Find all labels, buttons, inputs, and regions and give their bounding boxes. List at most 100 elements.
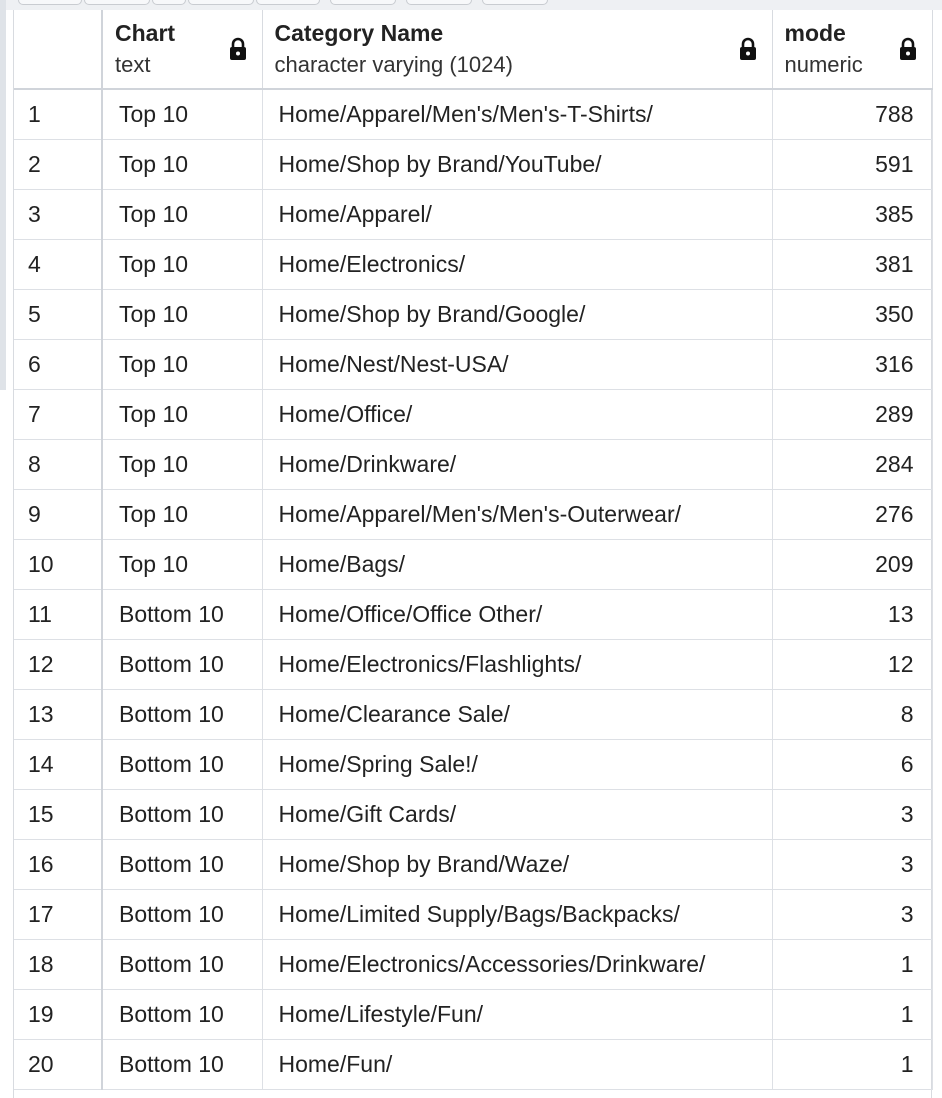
mode-cell[interactable]: 209 [772, 539, 933, 590]
category-name-cell[interactable]: Home/Office/Office Other/ [262, 589, 773, 640]
category-name-cell[interactable]: Home/Apparel/Men's/Men's-T-Shirts/ [262, 89, 773, 140]
mode-cell[interactable]: 284 [772, 439, 933, 490]
row-number-cell[interactable]: 12 [14, 639, 103, 690]
category-name-cell[interactable]: Home/Gift Cards/ [262, 789, 773, 840]
table-row[interactable]: 19 Bottom 10 Home/Lifestyle/Fun/1 [14, 989, 933, 1040]
mode-cell[interactable]: 385 [772, 189, 933, 240]
chart-cell[interactable]: Top 10 [102, 89, 263, 140]
chart-cell[interactable]: Bottom 10 [102, 839, 263, 890]
row-number-cell[interactable]: 10 [14, 539, 103, 590]
table-row[interactable]: 14 Bottom 10 Home/Spring Sale!/6 [14, 739, 933, 790]
chart-cell[interactable]: Top 10 [102, 339, 263, 390]
mode-cell[interactable]: 276 [772, 489, 933, 540]
chart-cell[interactable]: Bottom 10 [102, 989, 263, 1040]
category-name-cell[interactable]: Home/Nest/Nest-USA/ [262, 339, 773, 390]
row-number-cell[interactable]: 5 [14, 289, 103, 340]
chart-cell[interactable]: Bottom 10 [102, 789, 263, 840]
row-number-cell[interactable]: 17 [14, 889, 103, 940]
row-number-cell[interactable]: 2 [14, 139, 103, 190]
row-number-header[interactable] [14, 10, 103, 90]
category-name-cell[interactable]: Home/Apparel/ [262, 189, 773, 240]
chart-cell[interactable]: Top 10 [102, 139, 263, 190]
table-row[interactable]: 17 Bottom 10 Home/Limited Supply/Bags/Back… [14, 889, 933, 940]
toolbar-tab-5[interactable] [256, 0, 320, 5]
chart-cell[interactable]: Top 10 [102, 189, 263, 240]
mode-cell[interactable]: 3 [772, 839, 933, 890]
table-row[interactable]: 1 Top 10 Home/Apparel/Men's/Men's-T-Shirts… [14, 89, 933, 140]
row-number-cell[interactable]: 6 [14, 339, 103, 390]
row-number-cell[interactable]: 16 [14, 839, 103, 890]
table-row[interactable]: 20 Bottom 10 Home/Fun/1 [14, 1039, 933, 1090]
row-number-cell[interactable]: 3 [14, 189, 103, 240]
category-name-cell[interactable]: Home/Shop by Brand/YouTube/ [262, 139, 773, 190]
chart-cell[interactable]: Top 10 [102, 389, 263, 440]
category-name-cell[interactable]: Home/Apparel/Men's/Men's-Outerwear/ [262, 489, 773, 540]
table-row[interactable]: 15 Bottom 10 Home/Gift Cards/3 [14, 789, 933, 840]
category-name-cell[interactable]: Home/Electronics/Accessories/Drinkware/ [262, 939, 773, 990]
column-header-mode[interactable]: mode numeric [772, 10, 933, 90]
mode-cell[interactable]: 381 [772, 239, 933, 290]
mode-cell[interactable]: 350 [772, 289, 933, 340]
mode-cell[interactable]: 316 [772, 339, 933, 390]
column-header-category-name[interactable]: Category Name character varying (1024) [262, 10, 773, 90]
column-header-chart[interactable]: Chart text [102, 10, 263, 90]
chart-cell[interactable]: Top 10 [102, 289, 263, 340]
category-name-cell[interactable]: Home/Shop by Brand/Waze/ [262, 839, 773, 890]
category-name-cell[interactable]: Home/Electronics/Flashlights/ [262, 639, 773, 690]
table-row[interactable]: 18 Bottom 10 Home/Electronics/Accessories/… [14, 939, 933, 990]
row-number-cell[interactable]: 1 [14, 89, 103, 140]
category-name-cell[interactable]: Home/Electronics/ [262, 239, 773, 290]
chart-cell[interactable]: Bottom 10 [102, 739, 263, 790]
category-name-cell[interactable]: Home/Limited Supply/Bags/Backpacks/ [262, 889, 773, 940]
toolbar-tab-4[interactable] [188, 0, 254, 5]
chart-cell[interactable]: Bottom 10 [102, 1039, 263, 1090]
table-row[interactable]: 9 Top 10 Home/Apparel/Men's/Men's-Outerwea… [14, 489, 933, 540]
chart-cell[interactable]: Bottom 10 [102, 639, 263, 690]
toolbar-tab-7[interactable] [406, 0, 472, 5]
chart-cell[interactable]: Bottom 10 [102, 889, 263, 940]
toolbar-tab-6[interactable] [330, 0, 396, 5]
table-row[interactable]: 5 Top 10 Home/Shop by Brand/Google/350 [14, 289, 933, 340]
row-number-cell[interactable]: 18 [14, 939, 103, 990]
table-row[interactable]: 7 Top 10 Home/Office/289 [14, 389, 933, 440]
category-name-cell[interactable]: Home/Lifestyle/Fun/ [262, 989, 773, 1040]
row-number-cell[interactable]: 11 [14, 589, 103, 640]
mode-cell[interactable]: 1 [772, 1039, 933, 1090]
left-scroll-rail[interactable] [0, 0, 6, 390]
row-number-cell[interactable]: 4 [14, 239, 103, 290]
chart-cell[interactable]: Bottom 10 [102, 589, 263, 640]
category-name-cell[interactable]: Home/Shop by Brand/Google/ [262, 289, 773, 340]
category-name-cell[interactable]: Home/Drinkware/ [262, 439, 773, 490]
chart-cell[interactable]: Bottom 10 [102, 939, 263, 990]
mode-cell[interactable]: 3 [772, 889, 933, 940]
category-name-cell[interactable]: Home/Fun/ [262, 1039, 773, 1090]
chart-cell[interactable]: Top 10 [102, 439, 263, 490]
chart-cell[interactable]: Top 10 [102, 539, 263, 590]
category-name-cell[interactable]: Home/Office/ [262, 389, 773, 440]
mode-cell[interactable]: 1 [772, 989, 933, 1040]
row-number-cell[interactable]: 7 [14, 389, 103, 440]
table-row[interactable]: 8 Top 10 Home/Drinkware/284 [14, 439, 933, 490]
mode-cell[interactable]: 1 [772, 939, 933, 990]
chart-cell[interactable]: Bottom 10 [102, 689, 263, 740]
toolbar-tab-8[interactable] [482, 0, 548, 5]
mode-cell[interactable]: 788 [772, 89, 933, 140]
mode-cell[interactable]: 6 [772, 739, 933, 790]
row-number-cell[interactable]: 8 [14, 439, 103, 490]
mode-cell[interactable]: 12 [772, 639, 933, 690]
mode-cell[interactable]: 3 [772, 789, 933, 840]
row-number-cell[interactable]: 15 [14, 789, 103, 840]
toolbar-tab-3[interactable] [152, 0, 186, 5]
category-name-cell[interactable]: Home/Clearance Sale/ [262, 689, 773, 740]
row-number-cell[interactable]: 20 [14, 1039, 103, 1090]
mode-cell[interactable]: 289 [772, 389, 933, 440]
row-number-cell[interactable]: 19 [14, 989, 103, 1040]
table-row[interactable]: 6 Top 10 Home/Nest/Nest-USA/316 [14, 339, 933, 390]
chart-cell[interactable]: Top 10 [102, 239, 263, 290]
table-row[interactable]: 2 Top 10 Home/Shop by Brand/YouTube/591 [14, 139, 933, 190]
table-row[interactable]: 4 Top 10 Home/Electronics/381 [14, 239, 933, 290]
table-row[interactable]: 13 Bottom 10 Home/Clearance Sale/8 [14, 689, 933, 740]
mode-cell[interactable]: 8 [772, 689, 933, 740]
row-number-cell[interactable]: 13 [14, 689, 103, 740]
table-row[interactable]: 11 Bottom 10 Home/Office/Office Other/13 [14, 589, 933, 640]
